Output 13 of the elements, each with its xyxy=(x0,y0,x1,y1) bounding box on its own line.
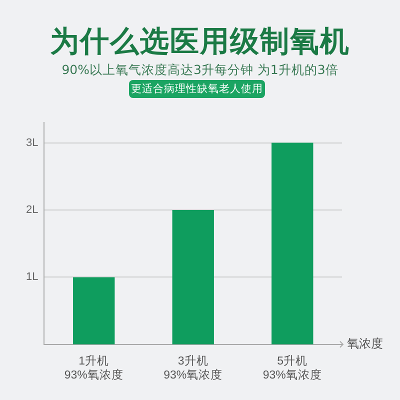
chart-subtitle: 90%以上氧气浓度高达3升每分钟 为1升机的3倍 xyxy=(60,62,340,79)
x-tick-label: 1升机 93%氧浓度 xyxy=(64,354,124,382)
bar xyxy=(73,277,115,344)
x-axis-title: 氧浓度 xyxy=(347,336,383,351)
x-tick-label: 3升机 93%氧浓度 xyxy=(164,354,223,382)
x-tick-label: 5升机 93%氧浓度 xyxy=(262,354,322,382)
bar xyxy=(272,142,314,344)
y-tick-label: 1L xyxy=(26,271,38,284)
chart-title: 为什么选医用级制氧机 xyxy=(49,23,351,60)
text: 更适合病理性缺氧老人使用 xyxy=(129,80,265,98)
y-tick-label: 3L xyxy=(26,136,38,149)
bar xyxy=(172,210,214,344)
y-tick-label: 2L xyxy=(26,204,38,216)
